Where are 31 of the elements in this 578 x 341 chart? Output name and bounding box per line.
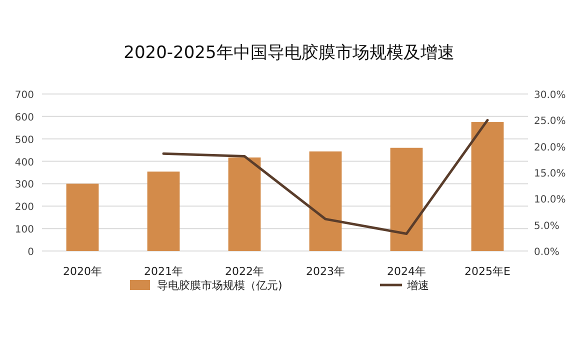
y-tick-label: 200 [14, 202, 34, 214]
y-tick-label: 300 [14, 180, 34, 191]
x-tick-label: 2025年E [464, 265, 511, 278]
bar [147, 172, 180, 251]
y-tick-label: 0 [28, 247, 34, 258]
y2-tick-label: 10.0% [534, 194, 566, 206]
bar [66, 184, 99, 251]
y-tick-label: 100 [14, 224, 34, 236]
chart-title: 2020-2025年中国导电胶膜市场规模及增速 [124, 43, 454, 63]
y-tick-label: 400 [14, 157, 34, 168]
bar [309, 151, 342, 251]
bar [390, 148, 423, 251]
x-tick-label: 2022年 [225, 265, 264, 278]
y2-tick-label: 30.0% [534, 90, 566, 101]
y2-tick-label: 20.0% [534, 142, 566, 154]
x-tick-label: 2024年 [387, 265, 426, 278]
y-tick-label: 500 [14, 134, 34, 146]
bar [228, 157, 261, 251]
bar [471, 122, 504, 251]
y-tick-label: 600 [14, 112, 34, 124]
y-tick-label: 700 [14, 90, 34, 101]
legend-label: 增速 [406, 279, 429, 292]
y2-tick-label: 5.0% [534, 220, 560, 232]
line-series [162, 118, 489, 235]
legend-label: 导电胶膜市场规模（亿元) [157, 279, 282, 292]
y2-tick-label: 0.0% [534, 247, 560, 258]
y2-tick-label: 15.0% [534, 168, 566, 180]
x-tick-label: 2023年 [306, 265, 345, 278]
x-tick-label: 2021年 [144, 265, 183, 278]
y2-tick-label: 25.0% [534, 116, 566, 128]
x-tick-label: 2020年 [63, 265, 102, 278]
